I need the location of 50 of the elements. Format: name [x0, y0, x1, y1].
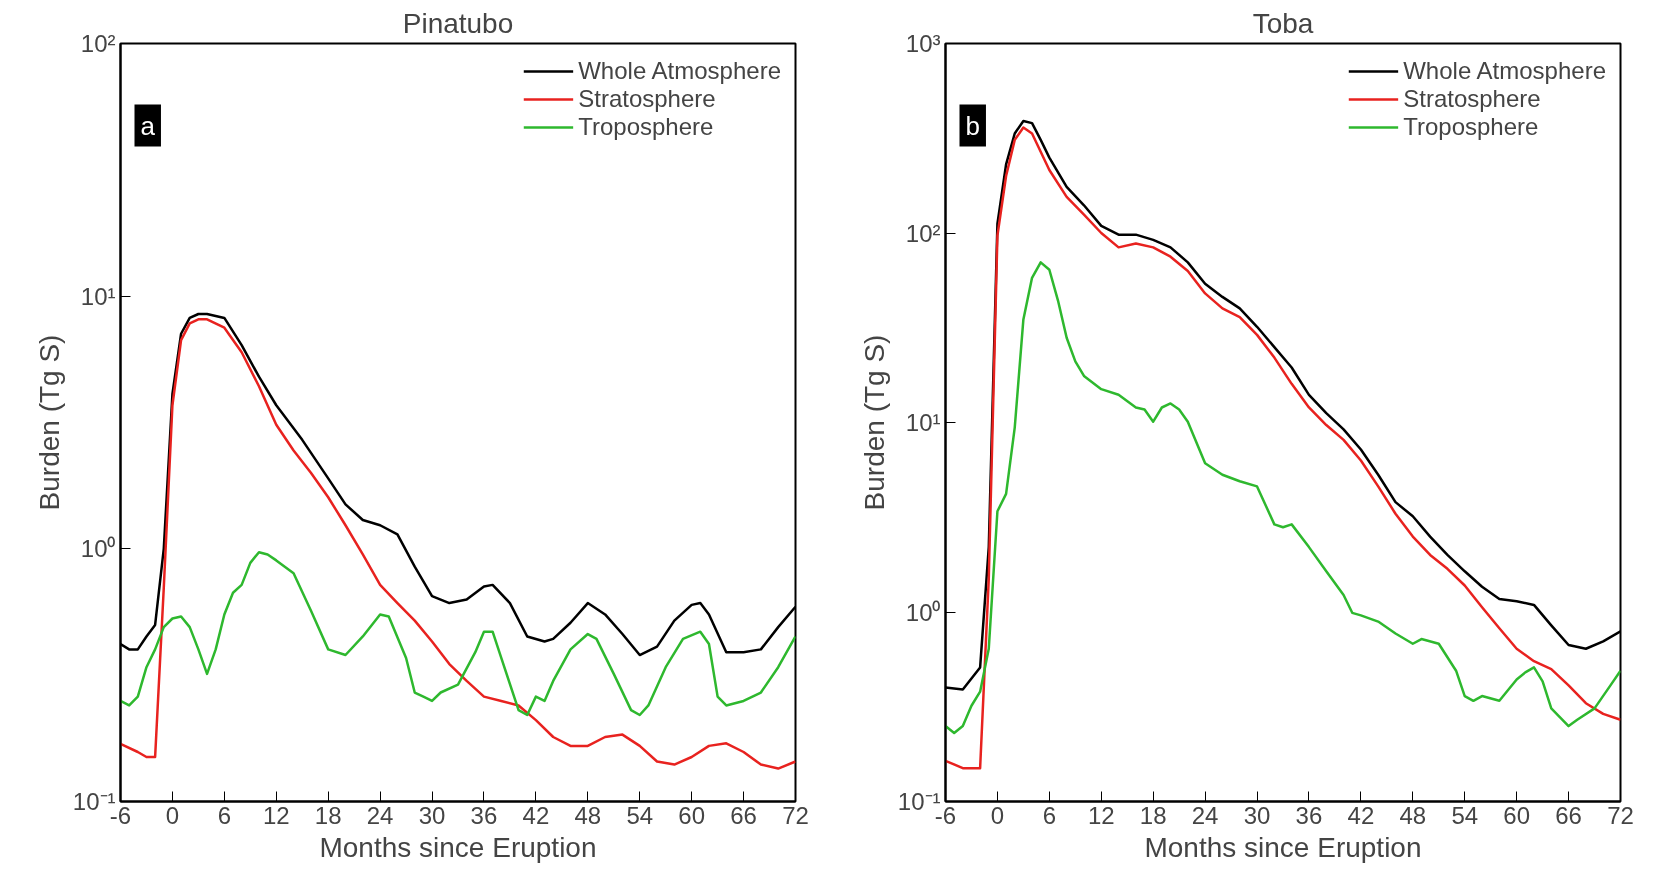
- x-tick-label: 0: [165, 801, 180, 829]
- x-tick-label: 12: [1087, 801, 1115, 829]
- x-tick-label: 12: [262, 801, 290, 829]
- legend-label: Troposphere: [1403, 113, 1539, 141]
- annotation: a: [140, 110, 156, 141]
- annotation: b: [965, 110, 980, 141]
- legend-label: Troposphere: [578, 113, 714, 141]
- x-tick-label: 42: [1347, 801, 1375, 829]
- line-series: [120, 318, 796, 770]
- x-tick-label: 60: [1503, 801, 1531, 829]
- chart-title: Pinatubo: [402, 7, 514, 39]
- x-tick-label: 36: [470, 801, 498, 829]
- y-tick-label: 10³: [905, 30, 941, 57]
- x-tick-label: 6: [1042, 801, 1057, 829]
- x-axis-title: Months since Eruption: [1144, 831, 1422, 863]
- x-tick-label: 72: [1607, 801, 1634, 829]
- x-tick-label: 54: [626, 801, 654, 829]
- x-tick-label: 18: [314, 801, 342, 829]
- x-tick-label: 36: [1295, 801, 1323, 829]
- x-tick-label: 48: [1399, 801, 1427, 829]
- x-tick-label: 18: [1139, 801, 1167, 829]
- y-tick-label: 10⁰: [905, 598, 941, 626]
- x-tick-label: 0: [990, 801, 1005, 829]
- x-tick-label: 66: [1555, 801, 1582, 829]
- x-tick-label: 24: [366, 801, 394, 829]
- y-axis-title: Burden (Tg S): [858, 334, 890, 511]
- x-tick-label: 72: [782, 801, 809, 829]
- y-tick-label: 10⁰: [80, 535, 116, 563]
- line-series: [120, 550, 796, 717]
- y-tick-label: 10¹: [905, 409, 941, 436]
- y-tick-label: 10¹: [80, 282, 116, 310]
- legend-label: Stratosphere: [578, 85, 716, 113]
- x-tick-label: 30: [418, 801, 446, 829]
- x-tick-label: 30: [1243, 801, 1271, 829]
- legend-label: Whole Atmosphere: [1403, 57, 1606, 85]
- chart-title: Toba: [1252, 7, 1314, 39]
- x-tick-label: 60: [678, 801, 706, 829]
- x-tick-label: 24: [1191, 801, 1219, 829]
- legend-label: Whole Atmosphere: [578, 57, 781, 85]
- x-tick-label: 54: [1451, 801, 1479, 829]
- x-tick-label: 48: [574, 801, 602, 829]
- x-tick-label: 42: [522, 801, 550, 829]
- y-tick-label: 10²: [905, 219, 941, 247]
- legend-label: Stratosphere: [1403, 85, 1541, 113]
- x-tick-label: 66: [730, 801, 757, 829]
- x-tick-label: 6: [217, 801, 232, 829]
- y-axis-title: Burden (Tg S): [33, 334, 65, 511]
- line-series: [945, 261, 1621, 735]
- y-tick-label: 10²: [80, 30, 116, 57]
- x-axis-title: Months since Eruption: [319, 831, 597, 863]
